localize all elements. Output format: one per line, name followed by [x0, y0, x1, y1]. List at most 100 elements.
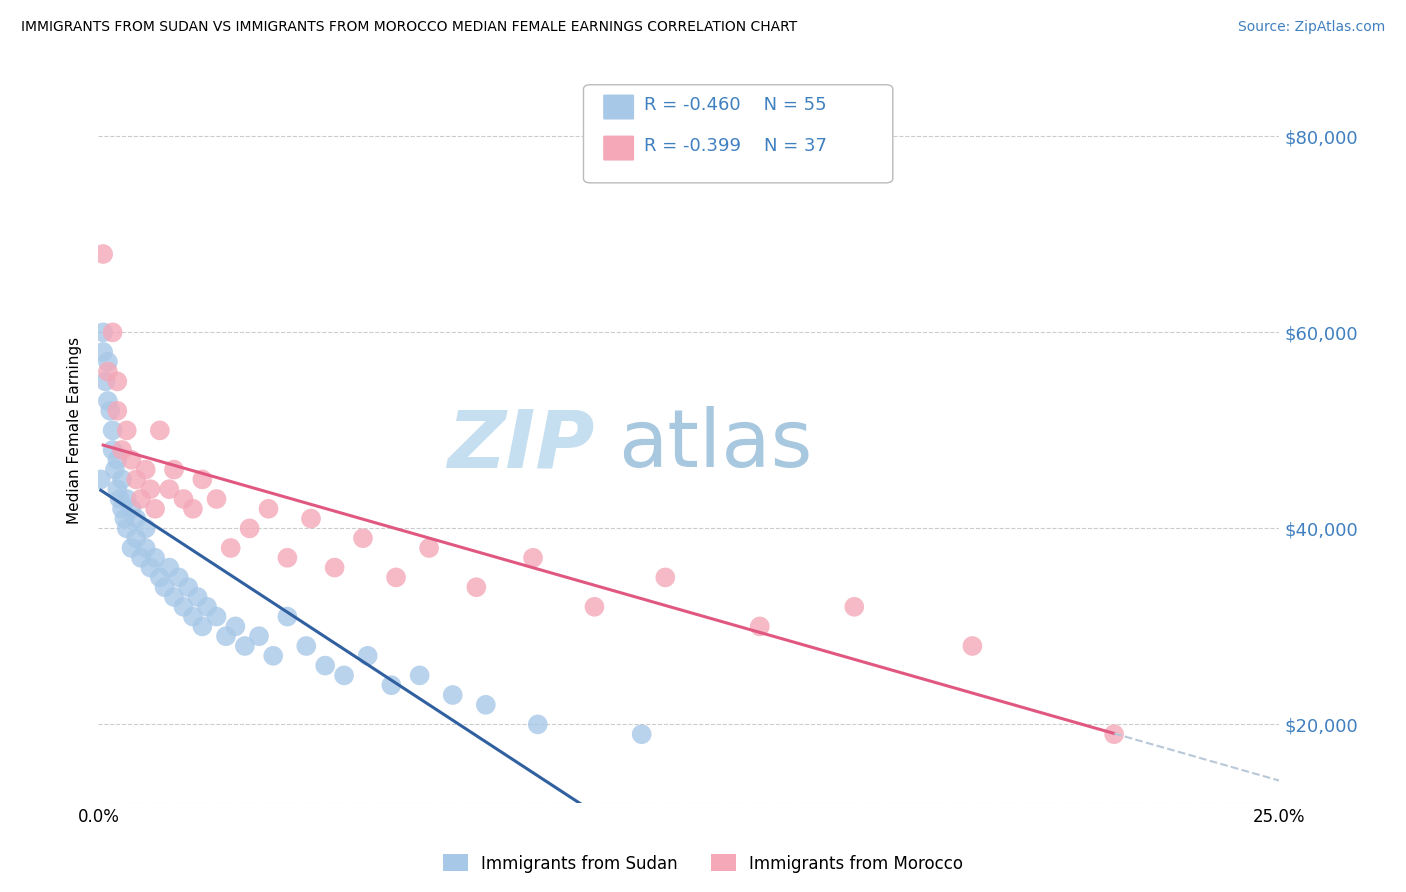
- Point: [112, 511, 135, 525]
- Point: [163, 590, 186, 604]
- Point: [257, 501, 280, 516]
- Point: [314, 658, 336, 673]
- Point: [153, 580, 176, 594]
- Point: [583, 599, 606, 614]
- Point: [125, 511, 148, 525]
- Point: [97, 365, 120, 379]
- Point: [276, 609, 298, 624]
- Point: [135, 521, 157, 535]
- Point: [205, 491, 228, 506]
- Legend: Immigrants from Sudan, Immigrants from Morocco: Immigrants from Sudan, Immigrants from M…: [436, 847, 970, 880]
- Y-axis label: Median Female Earnings: Median Female Earnings: [67, 337, 83, 524]
- Point: [181, 501, 204, 516]
- Text: R = -0.399    N = 37: R = -0.399 N = 37: [644, 137, 827, 155]
- Point: [163, 462, 186, 476]
- Point: [101, 326, 124, 340]
- Point: [352, 531, 374, 545]
- Point: [91, 247, 114, 261]
- Point: [111, 501, 134, 516]
- Point: [91, 345, 114, 359]
- Point: [108, 491, 131, 506]
- Text: R = -0.460    N = 55: R = -0.460 N = 55: [644, 96, 827, 114]
- Point: [247, 629, 270, 643]
- Point: [219, 541, 242, 555]
- Point: [98, 404, 121, 418]
- Point: [125, 472, 148, 486]
- Point: [177, 580, 200, 594]
- Point: [105, 452, 128, 467]
- Point: [357, 648, 380, 663]
- Point: [139, 560, 162, 574]
- Point: [962, 639, 984, 653]
- Point: [630, 727, 652, 741]
- Point: [94, 375, 117, 389]
- Point: [104, 462, 127, 476]
- Point: [105, 404, 128, 418]
- Point: [101, 424, 124, 438]
- Point: [333, 668, 356, 682]
- Point: [121, 541, 143, 555]
- Point: [91, 326, 114, 340]
- Point: [465, 580, 488, 594]
- Point: [418, 541, 440, 555]
- Point: [172, 599, 194, 614]
- Point: [233, 639, 256, 653]
- Point: [215, 629, 238, 643]
- Point: [408, 668, 430, 682]
- Point: [276, 550, 298, 565]
- Point: [239, 521, 262, 535]
- Text: atlas: atlas: [619, 406, 813, 484]
- Point: [844, 599, 866, 614]
- Point: [101, 442, 124, 457]
- Point: [748, 619, 770, 633]
- Point: [129, 491, 152, 506]
- Text: ZIP: ZIP: [447, 406, 595, 484]
- Point: [121, 501, 143, 516]
- Point: [191, 472, 214, 486]
- Point: [105, 482, 128, 496]
- Point: [105, 375, 128, 389]
- Point: [125, 531, 148, 545]
- Point: [115, 424, 138, 438]
- Point: [380, 678, 402, 692]
- Point: [262, 648, 284, 663]
- Point: [135, 462, 157, 476]
- Point: [526, 717, 548, 731]
- Point: [187, 590, 209, 604]
- Point: [143, 501, 166, 516]
- Point: [115, 521, 138, 535]
- Point: [135, 541, 157, 555]
- Point: [295, 639, 318, 653]
- Point: [224, 619, 246, 633]
- Point: [181, 609, 204, 624]
- Point: [654, 570, 676, 584]
- Point: [129, 550, 152, 565]
- Point: [441, 688, 464, 702]
- Text: Source: ZipAtlas.com: Source: ZipAtlas.com: [1237, 20, 1385, 34]
- Point: [167, 570, 190, 584]
- Point: [143, 550, 166, 565]
- Point: [157, 560, 180, 574]
- Point: [172, 491, 194, 506]
- Point: [121, 452, 143, 467]
- Point: [191, 619, 214, 633]
- Point: [323, 560, 346, 574]
- Point: [115, 491, 138, 506]
- Point: [195, 599, 218, 614]
- Point: [475, 698, 498, 712]
- Point: [90, 472, 112, 486]
- Point: [522, 550, 544, 565]
- Point: [157, 482, 180, 496]
- Point: [205, 609, 228, 624]
- Point: [149, 424, 172, 438]
- Point: [97, 355, 120, 369]
- Point: [299, 511, 322, 525]
- Point: [139, 482, 162, 496]
- Point: [1102, 727, 1125, 741]
- Text: IMMIGRANTS FROM SUDAN VS IMMIGRANTS FROM MOROCCO MEDIAN FEMALE EARNINGS CORRELAT: IMMIGRANTS FROM SUDAN VS IMMIGRANTS FROM…: [21, 20, 797, 34]
- Point: [111, 472, 134, 486]
- Point: [149, 570, 172, 584]
- Point: [111, 442, 134, 457]
- Point: [385, 570, 408, 584]
- Point: [97, 394, 120, 409]
